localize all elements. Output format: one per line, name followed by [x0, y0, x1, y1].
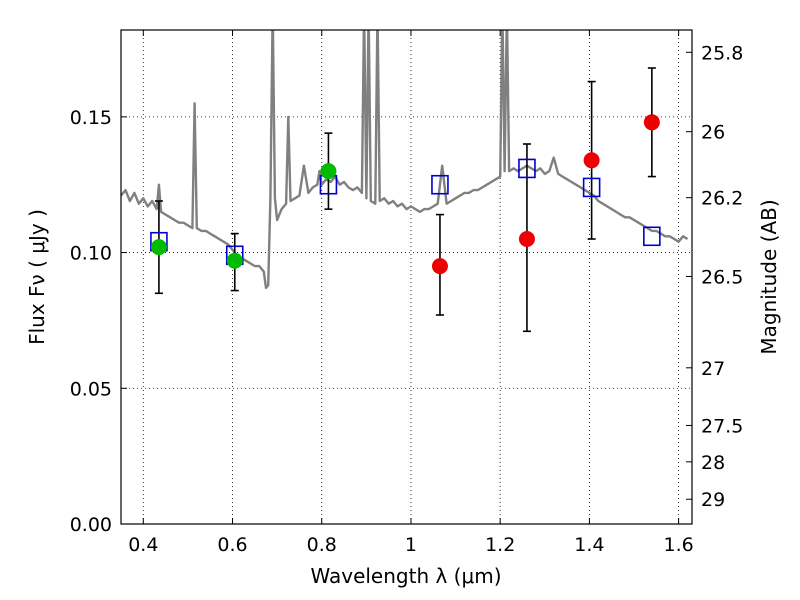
plot-frame [120, 29, 693, 525]
model-photometry-square [518, 158, 536, 179]
model-photometry-square [643, 226, 661, 247]
y2-tick-label: 29 [701, 489, 725, 511]
x-tick-label: 1.4 [574, 534, 604, 556]
y-tick-label: 0.15 [70, 107, 112, 129]
y2-tick-label: 27.5 [701, 415, 743, 437]
y-tick-label: 0.10 [70, 243, 112, 265]
grid [121, 30, 692, 525]
photometry-point [320, 163, 337, 180]
x-axis-label: Wavelength λ (μm) [310, 564, 501, 588]
y2-tick-label: 25.8 [701, 42, 743, 64]
model-photometry [150, 158, 661, 266]
model-spectrum [121, 30, 689, 290]
y2-tick-label: 26.2 [701, 188, 743, 210]
x-tick-label: 1.2 [485, 534, 515, 556]
model-photometry-square [582, 177, 601, 198]
errorbars [154, 67, 656, 333]
y2-axis-label: Magnitude (AB) [757, 199, 781, 354]
photometry-point [643, 114, 660, 131]
y-tick-label: 0.05 [70, 378, 112, 400]
x-tick-label: 0.8 [307, 534, 337, 556]
photometry-point [583, 152, 600, 169]
photometry-point [226, 252, 243, 269]
photometry-points [150, 114, 660, 275]
photometry-point [518, 231, 535, 247]
y2-tick-label: 26.5 [701, 266, 743, 288]
x-tick-label: 1 [405, 534, 417, 556]
photometry-point [150, 239, 167, 256]
y-axis-label: Flux Fν ( μJy ) [25, 209, 49, 345]
y-tick-label: 0.00 [70, 514, 112, 536]
y2-tick-label: 27 [701, 358, 725, 380]
y2-tick-label: 28 [701, 452, 725, 474]
model-photometry-square [431, 174, 449, 195]
axes: 0.4 0.6 0.8 1 1.2 1.4 1.6 0.00 0.05 0.10 0.15 25.8 2… [70, 30, 743, 556]
y2-tick-label: 26 [701, 122, 725, 144]
x-tick-label: 0.6 [217, 534, 247, 556]
spectrum-line [121, 30, 689, 290]
x-tick-label: 0.4 [128, 534, 158, 556]
photometry-point [431, 258, 448, 275]
x-tick-label: 1.6 [664, 534, 694, 556]
